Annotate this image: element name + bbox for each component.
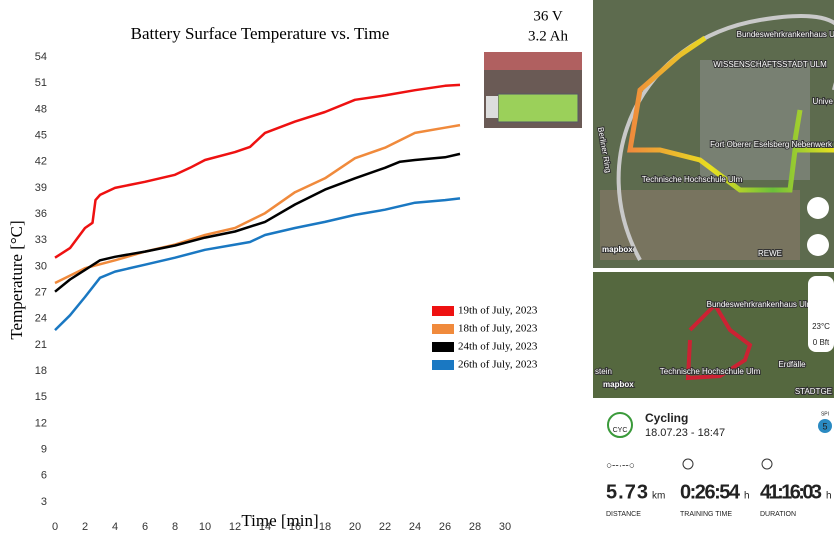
sport-name: Cycling: [645, 411, 688, 425]
stat-value: 5.73: [606, 481, 648, 503]
photo-wires: [484, 52, 582, 70]
x-tick-label: 14: [259, 521, 271, 533]
x-tick-label: 30: [499, 521, 511, 533]
stat-label: DISTANCE: [606, 511, 641, 518]
legend-swatch: [432, 306, 454, 316]
x-tick-label: 24: [409, 521, 421, 533]
y-tick-label: 6: [41, 470, 47, 482]
y-tick-label: 42: [35, 156, 47, 168]
x-tick-label: 10: [199, 521, 211, 533]
activity-datetime: 18.07.23 - 18:47: [645, 427, 725, 439]
y-tick-label: 21: [35, 339, 47, 351]
x-tick-label: 26: [439, 521, 451, 533]
photo-bms: [486, 96, 498, 118]
map-logo: mapbox: [603, 380, 634, 389]
voltage-label: 36 V: [533, 8, 562, 24]
stat-value: 41:16:03: [760, 481, 822, 503]
y-tick-label: 36: [35, 208, 47, 220]
x-tick-label: 2: [82, 521, 88, 533]
y-tick-label: 15: [35, 391, 47, 403]
chart-title: Battery Surface Temperature vs. Time: [131, 24, 390, 43]
map-label: WISSENSCHAFTSSTADT ULM: [713, 60, 827, 69]
y-tick-label: 18: [35, 365, 47, 377]
x-tick-label: 6: [142, 521, 148, 533]
page: Battery Surface Temperature vs. Time Tim…: [0, 0, 834, 535]
stat-label: DURATION: [760, 511, 796, 518]
stat-unit: h: [826, 491, 832, 502]
locate-button[interactable]: [807, 234, 829, 256]
chart: Battery Surface Temperature vs. Time Tim…: [7, 24, 538, 533]
map-label: Bundeswehrkrankenhaus Ulm: [707, 300, 814, 309]
y-tick-label: 51: [35, 77, 47, 89]
map-label: stein: [595, 367, 612, 376]
y-tick-label: 33: [35, 234, 47, 246]
map-logo: mapbox: [602, 245, 633, 254]
y-axis-title: Temperature [°C]: [7, 220, 26, 339]
stat-unit: h: [744, 491, 750, 502]
x-tick-label: 16: [289, 521, 301, 533]
battery-photo: 36 V 3.2 Ah: [484, 8, 582, 128]
stat-unit: km: [652, 491, 665, 502]
map-label: Erdfälle: [778, 360, 806, 369]
map-label: Technische Hochschule Ulm: [642, 175, 743, 184]
x-tick-label: 22: [379, 521, 391, 533]
stat-icon: ○--·--○: [606, 461, 635, 472]
map-label: Technische Hochschule Ulm: [660, 367, 761, 376]
legend-swatch: [432, 342, 454, 352]
series-line: [55, 85, 460, 258]
layer-button[interactable]: [807, 197, 829, 219]
y-tick-label: 39: [35, 182, 47, 194]
stat-value: 0:26:54: [680, 481, 741, 503]
map-label: Unive: [813, 97, 834, 106]
x-tick-label: 0: [52, 521, 58, 533]
map-bg: [593, 272, 834, 398]
x-axis-title: Time [min]: [241, 511, 318, 530]
x-tick-label: 28: [469, 521, 481, 533]
y-tick-label: 3: [41, 496, 47, 508]
spi-value: 5: [822, 421, 827, 431]
y-tick-label: 48: [35, 103, 47, 115]
activity-card: CYC Cycling 18.07.23 - 18:47 SPI 5 ○--·-…: [593, 400, 834, 535]
x-tick-label: 12: [229, 521, 241, 533]
y-tick-label: 24: [35, 313, 47, 325]
spi-label: SPI: [821, 411, 829, 417]
legend-label: 26th of July, 2023: [458, 359, 538, 371]
y-tick-label: 12: [35, 417, 47, 429]
x-tick-label: 20: [349, 521, 361, 533]
y-tick-label: 54: [35, 51, 47, 63]
legend-label: 18th of July, 2023: [458, 323, 538, 335]
legend-swatch: [432, 360, 454, 370]
y-tick-label: 9: [41, 444, 47, 456]
temperature: 23°C: [812, 322, 830, 331]
map-label: Fort Oberer Eselsberg Nebenwerk: [710, 140, 833, 149]
map-label: Bundeswehrkrankenhaus Ulm: [737, 30, 834, 39]
stat-label: TRAINING TIME: [680, 511, 732, 518]
series-line: [55, 125, 460, 283]
map-top: Bundeswehrkrankenhaus Ulm WISSENSCHAFTSS…: [593, 0, 834, 268]
x-tick-label: 8: [172, 521, 178, 533]
legend-label: 24th of July, 2023: [458, 341, 538, 353]
capacity-label: 3.2 Ah: [528, 28, 569, 44]
map-bottom: Bundeswehrkrankenhaus Ulm Technische Hoc…: [593, 272, 834, 398]
y-tick-label: 30: [35, 260, 47, 272]
x-tick-label: 4: [112, 521, 118, 533]
sport-badge: CYC: [613, 427, 628, 434]
wind: 0 Bft: [813, 338, 830, 347]
y-tick-label: 45: [35, 129, 47, 141]
legend-label: 19th of July, 2023: [458, 305, 538, 317]
map-label: REWE: [758, 249, 782, 258]
map-label: STADTGE: [795, 387, 832, 396]
photo-cells: [498, 94, 578, 122]
y-tick-label: 27: [35, 286, 47, 298]
legend-swatch: [432, 324, 454, 334]
x-tick-label: 18: [319, 521, 331, 533]
